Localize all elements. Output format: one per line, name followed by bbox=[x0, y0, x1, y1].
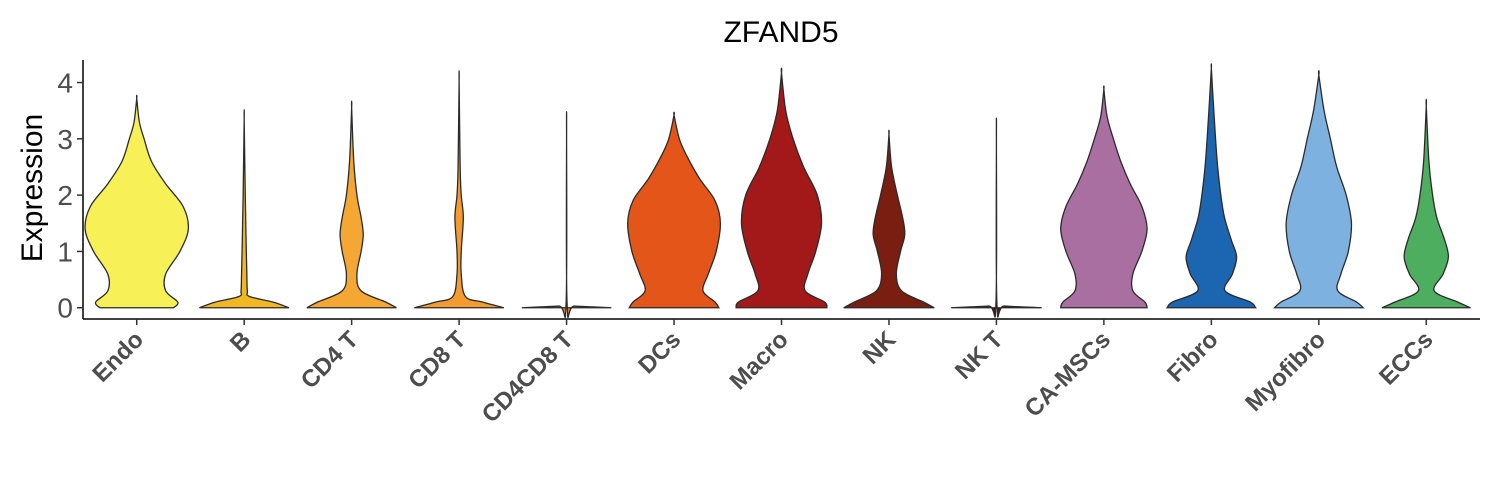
violin-macro bbox=[735, 67, 828, 309]
violin-cd4-t bbox=[306, 100, 397, 309]
x-axis: Endo B CD4 T CD8 T CD4CD8 T DCs Macro NK NK T CA-… bbox=[83, 318, 1480, 428]
violin-nk bbox=[843, 129, 935, 309]
x-tick-label: Macro bbox=[725, 326, 794, 395]
violin-eccs bbox=[1381, 98, 1471, 309]
x-tick-label: Endo bbox=[87, 326, 149, 388]
y-tick-label: 0 bbox=[57, 293, 73, 324]
y-tick-label: 1 bbox=[57, 236, 73, 267]
x-tick-label: CD8 T bbox=[403, 326, 471, 394]
y-tick-label: 2 bbox=[57, 180, 73, 211]
x-tick-label: NK bbox=[858, 326, 902, 370]
y-tick-label: 4 bbox=[57, 68, 73, 99]
x-tick-label: NK T bbox=[950, 326, 1009, 385]
x-tick-label: CA-MSCs bbox=[1020, 326, 1116, 422]
y-axis-label: Expression bbox=[16, 114, 49, 262]
violin-nk-t bbox=[951, 117, 1042, 318]
x-tick-label: CD4CD8 T bbox=[477, 326, 579, 428]
violin-ca-mscs bbox=[1059, 85, 1148, 309]
x-tick-label: B bbox=[225, 326, 256, 357]
x-tick-label: Myofibro bbox=[1240, 326, 1331, 417]
violin-fibro bbox=[1165, 63, 1258, 309]
x-tick-label: ECCs bbox=[1374, 326, 1438, 390]
x-tick-label: Fibro bbox=[1162, 326, 1224, 388]
y-tick-label: 3 bbox=[57, 124, 73, 155]
x-tick-label: DCs bbox=[633, 326, 686, 379]
violin-dcs bbox=[627, 111, 722, 309]
violin-cd8-t bbox=[414, 70, 505, 309]
plot-area bbox=[84, 63, 1471, 319]
violin-b bbox=[199, 108, 290, 309]
violin-cd4cd8-t bbox=[521, 111, 612, 319]
x-tick-label: CD4 T bbox=[296, 326, 364, 394]
y-axis: 0 1 2 3 4 bbox=[57, 60, 84, 324]
chart-title: ZFAND5 bbox=[723, 16, 838, 49]
violin-myofibro bbox=[1272, 70, 1365, 309]
violin-endo bbox=[84, 94, 190, 309]
